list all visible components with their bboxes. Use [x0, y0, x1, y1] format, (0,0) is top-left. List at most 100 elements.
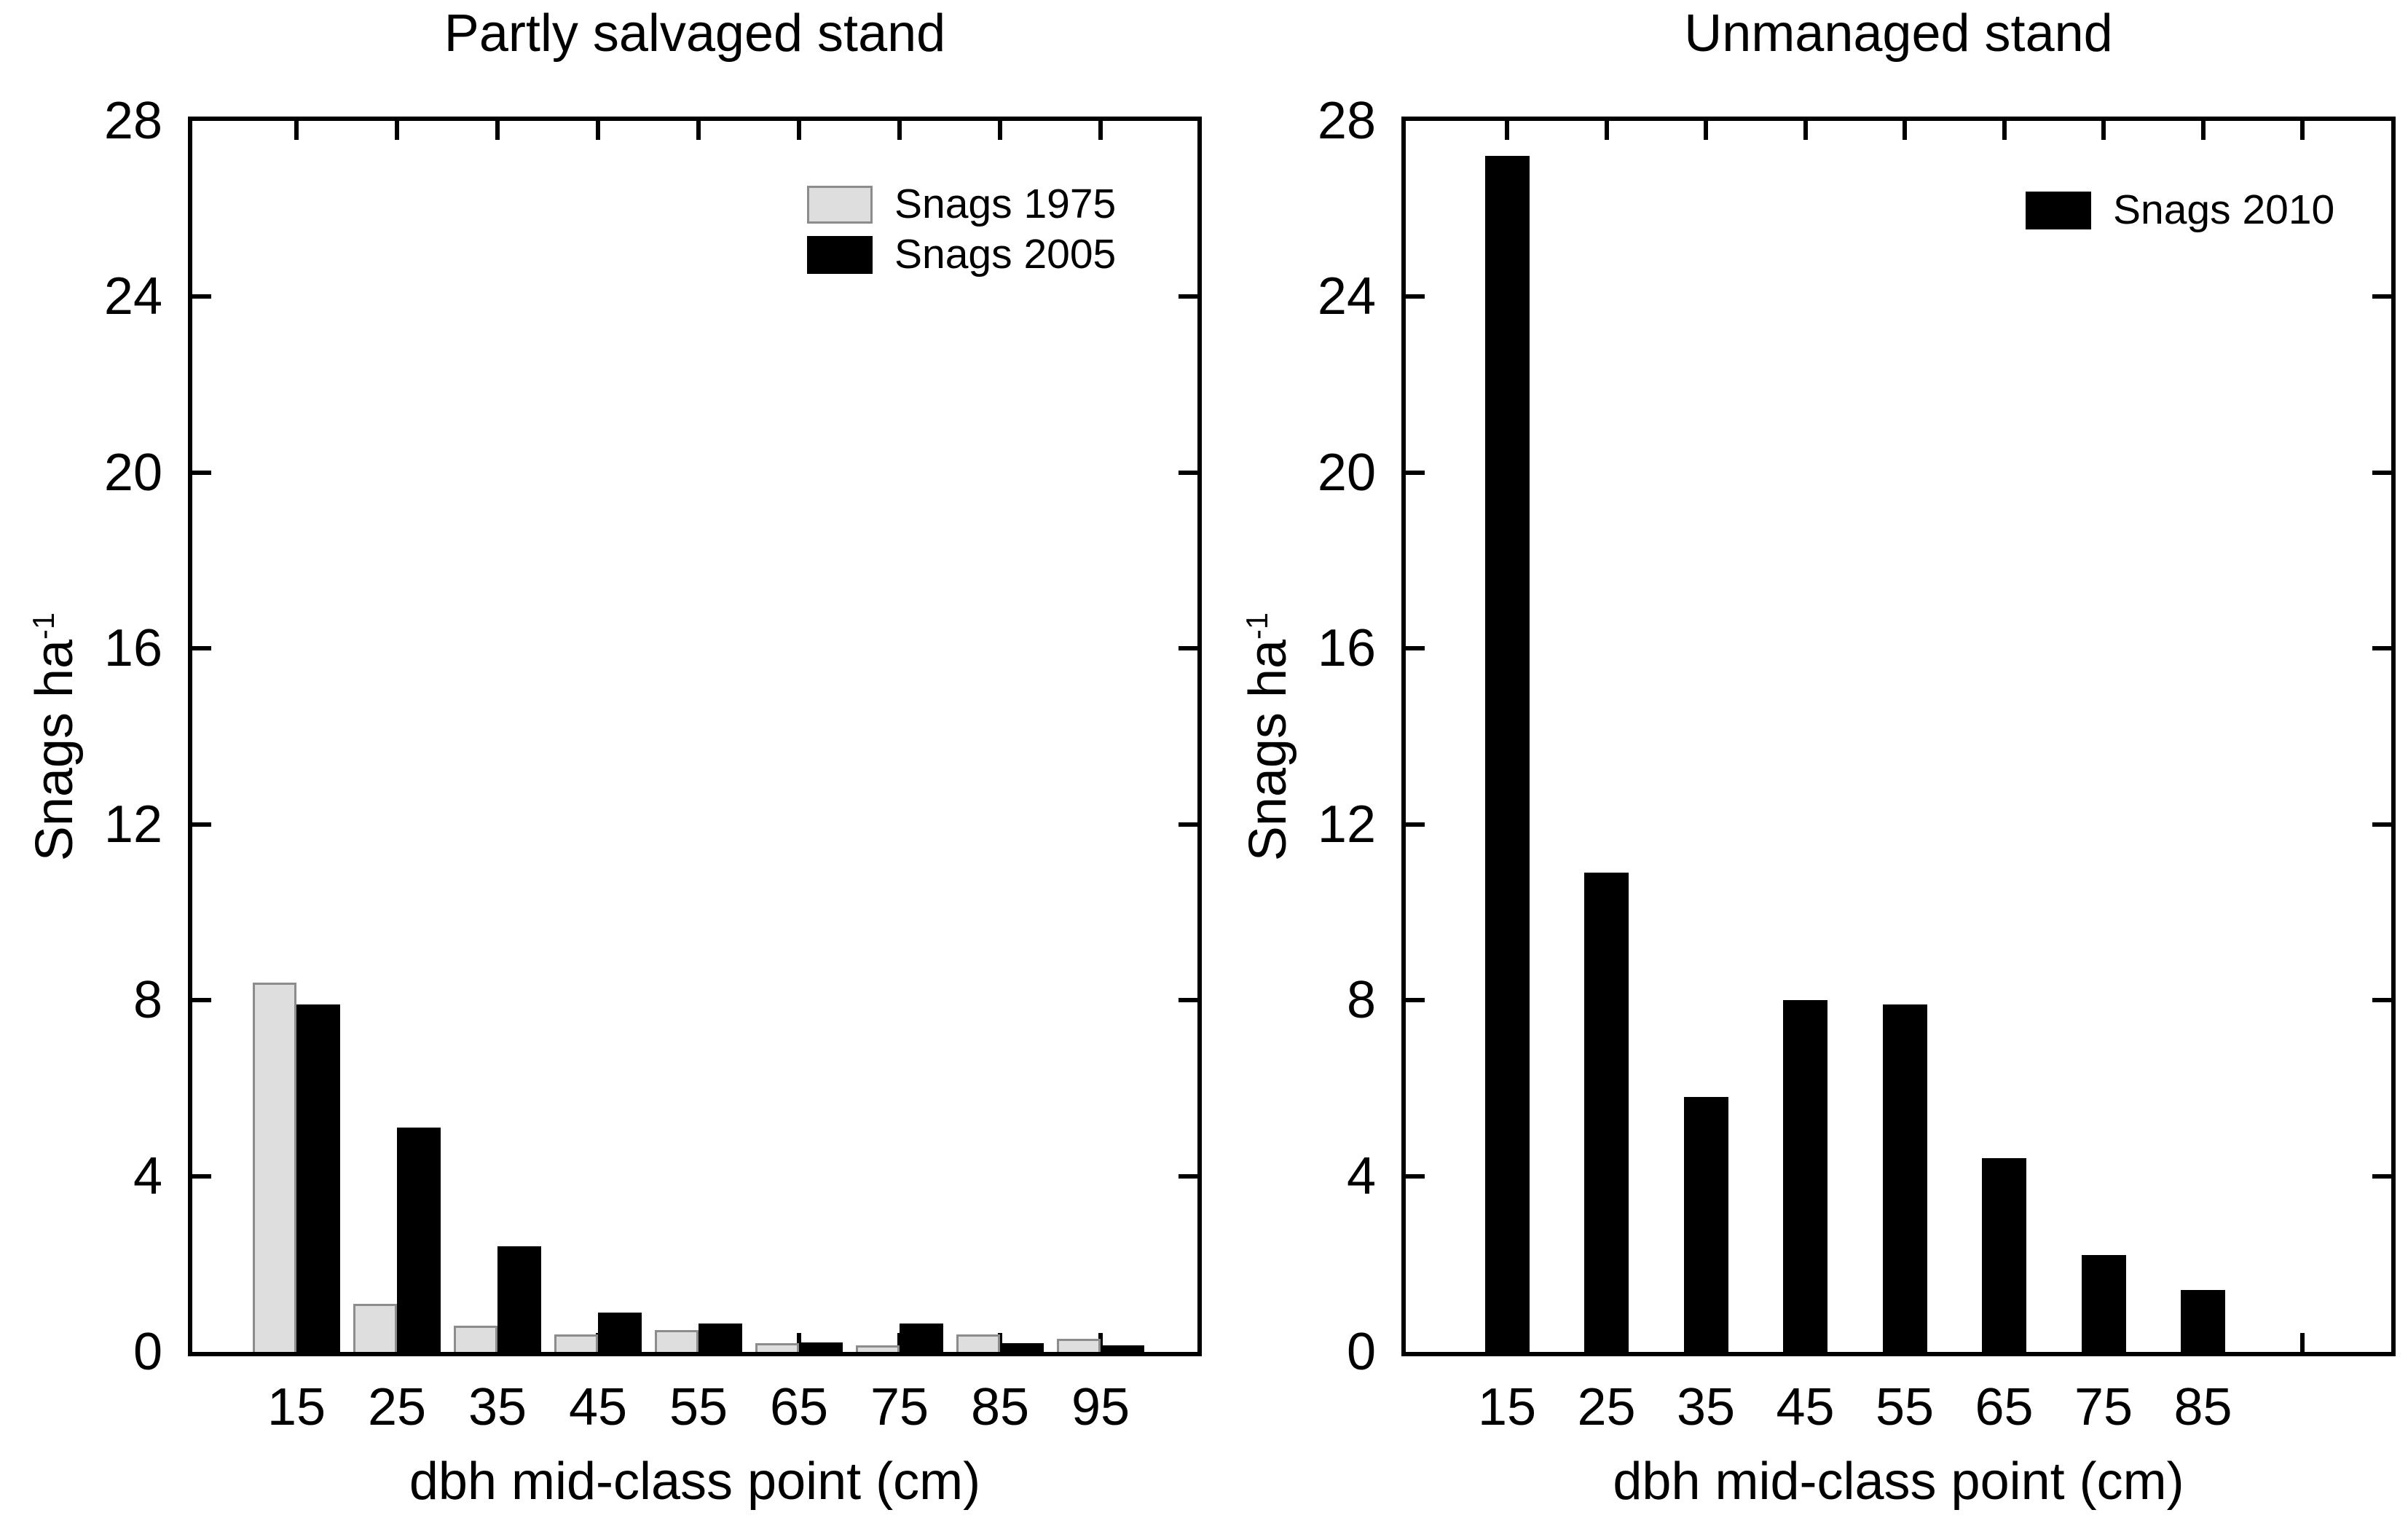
y-tick-label: 12 — [1317, 795, 1376, 854]
y-tick-right — [1179, 646, 1197, 651]
bar — [2181, 1290, 2225, 1352]
y-tick-right — [1179, 470, 1197, 475]
x-tick-label: 85 — [970, 1378, 1030, 1436]
bar — [1584, 873, 1629, 1352]
bar — [1882, 1004, 1927, 1352]
x-tick-top — [1604, 121, 1609, 140]
y-tick-label: 12 — [103, 795, 162, 854]
bar — [353, 1304, 397, 1352]
panel-title: Partly salvaged stand — [444, 4, 946, 63]
bar — [1683, 1097, 1728, 1352]
bar — [956, 1334, 1000, 1352]
x-tick-top — [495, 121, 500, 140]
x-tick-top — [897, 121, 902, 140]
x-tick-top — [797, 121, 801, 140]
bar — [655, 1330, 699, 1352]
x-tick-label: 25 — [1577, 1378, 1636, 1436]
x-tick-top — [696, 121, 701, 140]
bar — [1484, 156, 1530, 1352]
legend-swatch — [807, 185, 873, 224]
y-tick-label: 16 — [1317, 619, 1376, 678]
y-tick-label: 16 — [103, 619, 162, 678]
x-tick-top — [1803, 121, 1808, 140]
x-tick-label: 45 — [1776, 1378, 1835, 1436]
x-tick-top — [2300, 121, 2305, 140]
y-tick-left — [1406, 294, 1425, 299]
panel-title: Unmanaged stand — [1684, 4, 2113, 63]
x-tick-label: 55 — [1875, 1378, 1935, 1436]
y-tick-left — [1406, 998, 1425, 1003]
y-tick-left — [1406, 822, 1425, 827]
x-tick-bottom — [2300, 1333, 2305, 1352]
x-tick-label: 75 — [2074, 1378, 2133, 1436]
x-tick-top — [1704, 121, 1708, 140]
x-tick-label: 55 — [669, 1378, 728, 1436]
bar — [2081, 1255, 2126, 1352]
x-tick-label: 85 — [2173, 1378, 2232, 1436]
y-tick-right — [2372, 646, 2391, 651]
bar — [1982, 1158, 2026, 1352]
y-tick-left — [192, 294, 211, 299]
bar — [554, 1334, 598, 1352]
legend-label: Snags 2005 — [894, 231, 1117, 278]
y-tick-right — [1179, 822, 1197, 827]
y-tick-left — [1406, 646, 1425, 651]
legend-entry: Snags 1975 — [807, 184, 1116, 225]
bar — [1000, 1343, 1044, 1352]
x-tick-top — [2002, 121, 2007, 140]
x-axis-label: dbh mid-class point (cm) — [409, 1452, 981, 1511]
y-tick-label: 8 — [133, 971, 162, 1030]
bar — [253, 983, 296, 1352]
x-tick-label: 95 — [1071, 1378, 1130, 1436]
legend-swatch — [2026, 191, 2091, 229]
y-tick-right — [2372, 1173, 2391, 1179]
x-tick-label: 25 — [367, 1378, 427, 1436]
y-tick-right — [2372, 822, 2391, 827]
y-tick-right — [1179, 1173, 1197, 1179]
y-tick-label: 4 — [133, 1147, 162, 1206]
bar — [1783, 1000, 1827, 1352]
y-tick-label: 0 — [1346, 1323, 1376, 1381]
y-tick-left — [192, 470, 211, 475]
y-tick-left — [1406, 470, 1425, 475]
x-tick-label: 75 — [870, 1378, 929, 1436]
y-tick-label: 20 — [103, 443, 162, 502]
x-tick-label: 35 — [468, 1378, 527, 1436]
x-tick-top — [1505, 121, 1509, 140]
bar — [296, 1004, 340, 1352]
y-tick-left — [192, 822, 211, 827]
y-tick-label: 20 — [1317, 443, 1376, 502]
y-tick-label: 28 — [1317, 92, 1376, 150]
y-tick-label: 24 — [103, 267, 162, 326]
x-tick-label: 35 — [1676, 1378, 1736, 1436]
y-tick-label: 28 — [103, 92, 162, 150]
bar — [856, 1345, 900, 1352]
bar — [900, 1324, 943, 1352]
x-tick-bottom — [1098, 1333, 1103, 1352]
x-tick-label: 65 — [1975, 1378, 2034, 1436]
x-tick-top — [2101, 121, 2106, 140]
x-tick-label: 15 — [267, 1378, 326, 1436]
y-tick-right — [1179, 998, 1197, 1003]
y-tick-right — [2372, 470, 2391, 475]
x-axis-label: dbh mid-class point (cm) — [1613, 1452, 2184, 1511]
bar — [497, 1246, 541, 1352]
bar — [454, 1326, 497, 1352]
x-tick-top — [1903, 121, 1907, 140]
bar — [799, 1342, 843, 1352]
legend: Snags 1975 Snags 2005 — [807, 184, 1116, 275]
x-tick-top — [294, 121, 299, 140]
legend: Snags 2010 — [2026, 189, 2334, 231]
legend-label: Snags 1975 — [894, 181, 1117, 227]
bar — [1057, 1339, 1101, 1352]
y-tick-label: 0 — [133, 1323, 162, 1381]
x-tick-label: 45 — [568, 1378, 628, 1436]
bar — [755, 1343, 799, 1352]
y-tick-label: 24 — [1317, 267, 1376, 326]
x-tick-bottom — [998, 1333, 1002, 1352]
legend-entry: Snags 2005 — [807, 234, 1116, 275]
y-tick-right — [2372, 998, 2391, 1003]
x-tick-top — [998, 121, 1002, 140]
